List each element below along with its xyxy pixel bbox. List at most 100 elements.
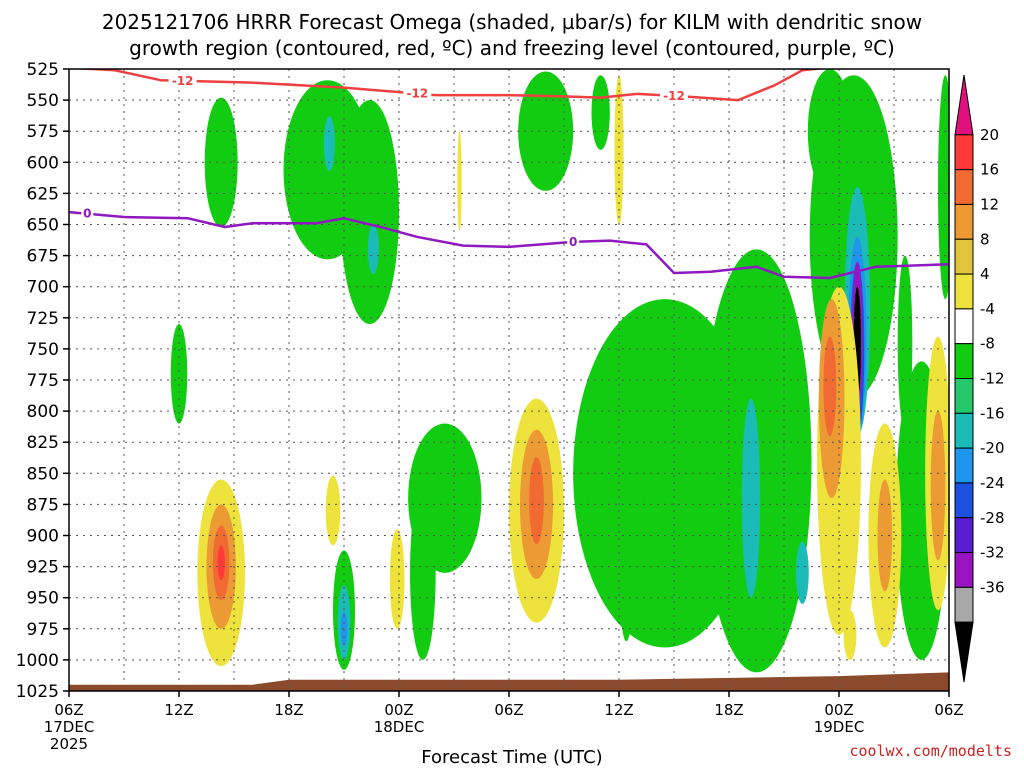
x-tick-year-0: 2025 [50, 735, 88, 753]
freezing-contour-label-text-1: 0 [569, 235, 577, 249]
omega-region-45 [930, 411, 946, 561]
colorbar-label-0: 20 [980, 126, 999, 144]
y-tick-label-725: 725 [27, 309, 59, 329]
x-tick-label-7: 00Z [824, 701, 853, 719]
colorbar-label-10: -24 [980, 474, 1005, 492]
x-tick-label-2: 18Z [274, 701, 303, 719]
omega-region-3 [340, 100, 399, 325]
dgz-contour-label-1: -12 [403, 86, 432, 101]
dgz-contour-label-text-2: -12 [663, 89, 685, 103]
y-tick-label-850: 850 [27, 464, 59, 484]
x-tick-label-1: 12Z [164, 701, 193, 719]
colorbar-segment-9 [954, 412, 974, 449]
freezing-contour-label-bg-0 [81, 206, 94, 221]
colorbar-segment-5 [954, 273, 974, 310]
y-tick-label-700: 700 [27, 278, 59, 298]
colorbar-label-6: -8 [980, 335, 995, 353]
x-tick-label-0: 06Z [54, 701, 83, 719]
y-tick-label-975: 975 [27, 620, 59, 640]
colorbar-top-triangle [954, 74, 974, 136]
dgz-contour-label-text-0: -12 [172, 74, 194, 88]
omega-region-38 [614, 75, 624, 225]
colorbar-segment-13 [954, 552, 974, 588]
colorbar-segment-7 [954, 343, 974, 379]
x-tick-label-6: 18Z [714, 701, 743, 719]
y-tick-label-550: 550 [27, 91, 59, 111]
y-tick-label-800: 800 [27, 402, 59, 422]
freezing-contour-label-0: 0 [81, 206, 94, 221]
omega-region-1 [170, 324, 188, 424]
colorbar-label-8: -16 [980, 404, 1005, 422]
omega-region-16 [741, 398, 761, 598]
chart-title-line-1: 2025121706 HRRR Forecast Omega (shaded, … [102, 10, 922, 34]
y-tick-label-625: 625 [27, 184, 59, 204]
dgz-contour [69, 69, 827, 102]
omega-region-41 [823, 336, 837, 436]
dgz-contour-label-bg-2 [660, 88, 688, 103]
omega-region-14 [620, 566, 632, 642]
y-tick-label-525: 525 [27, 60, 59, 80]
y-tick-label-750: 750 [27, 340, 59, 360]
x-tick-date-3: 18DEC [374, 718, 425, 736]
y-tick-label-875: 875 [27, 495, 59, 515]
chart-title-line-2: growth region (contoured, red, ºC) and f… [129, 36, 895, 60]
omega-region-10 [410, 485, 436, 660]
colorbar-label-1: 16 [980, 161, 999, 179]
pressure-axis: 525 550 575 600 625 650 675 700 725 750 775 800 825 8… [16, 60, 69, 702]
colorbar-label-11: -28 [980, 509, 1005, 527]
freezing-contour-label-bg-1 [567, 234, 580, 249]
colorbar-segment-6 [954, 308, 974, 345]
y-tick-label-600: 600 [27, 153, 59, 173]
omega-region-37 [529, 457, 544, 545]
colorbar-label-3: 8 [980, 230, 990, 248]
plot-area: -12 -12 -12 0 0 [68, 68, 950, 692]
colorbar-label-2: 12 [980, 195, 999, 213]
y-tick-label-950: 950 [27, 589, 59, 609]
omega-region-12 [591, 75, 610, 150]
omega-shading [170, 69, 949, 673]
omega-region-4 [323, 116, 335, 172]
colorbar-segment-1 [954, 134, 974, 171]
omega-region-20 [938, 75, 949, 300]
dgz-contour-label-text-1: -12 [406, 87, 428, 101]
omega-region-5 [367, 224, 379, 275]
y-tick-label-650: 650 [27, 216, 59, 236]
colorbar-segment-10 [954, 447, 974, 484]
omega-region-8 [340, 611, 348, 647]
colorbar-segment-2 [954, 169, 974, 205]
colorbar-segment-3 [954, 203, 974, 240]
colorbar-segment-12 [954, 517, 974, 554]
y-tick-label-1000: 1000 [16, 651, 59, 671]
x-tick-label-5: 12Z [604, 701, 633, 719]
colorbar-label-9: -20 [980, 439, 1005, 457]
dgz-contour-label-bg-0 [168, 73, 197, 88]
y-tick-label-825: 825 [27, 433, 59, 453]
dgz-contour-label-2: -12 [660, 88, 688, 103]
y-tick-label-925: 925 [27, 558, 59, 578]
omega-region-31 [217, 545, 225, 581]
contour-lines: -12 -12 -12 0 0 [69, 69, 949, 280]
colorbar-segment-11 [954, 482, 974, 519]
x-tick-label-8: 06Z [934, 701, 963, 719]
colorbar-label-12: -32 [980, 544, 1005, 562]
colorbar: 20 16 12 8 4 -4 -8 -12 -16 -20 -24 -28 -32 -36 [954, 74, 1005, 683]
omega-region-32 [325, 475, 341, 546]
omega-region-0 [204, 97, 238, 227]
x-tick-date-7: 19DEC [814, 718, 865, 736]
terrain-fill [69, 672, 949, 691]
omega-region-43 [877, 479, 893, 592]
y-tick-label-1025: 1025 [16, 682, 59, 702]
omega-region-34 [457, 131, 462, 231]
dgz-contour-label-bg-1 [403, 86, 432, 101]
x-tick-date-0: 17DEC [44, 718, 95, 736]
colorbar-label-13: -36 [980, 578, 1005, 596]
colorbar-label-7: -12 [980, 370, 1005, 388]
freezing-contour-label-1: 0 [567, 234, 580, 249]
y-tick-label-575: 575 [27, 122, 59, 142]
colorbar-label-5: -4 [980, 300, 995, 318]
y-tick-label-900: 900 [27, 527, 59, 547]
y-tick-label-675: 675 [27, 247, 59, 267]
x-tick-label-4: 06Z [494, 701, 523, 719]
terrain-area [69, 672, 949, 691]
